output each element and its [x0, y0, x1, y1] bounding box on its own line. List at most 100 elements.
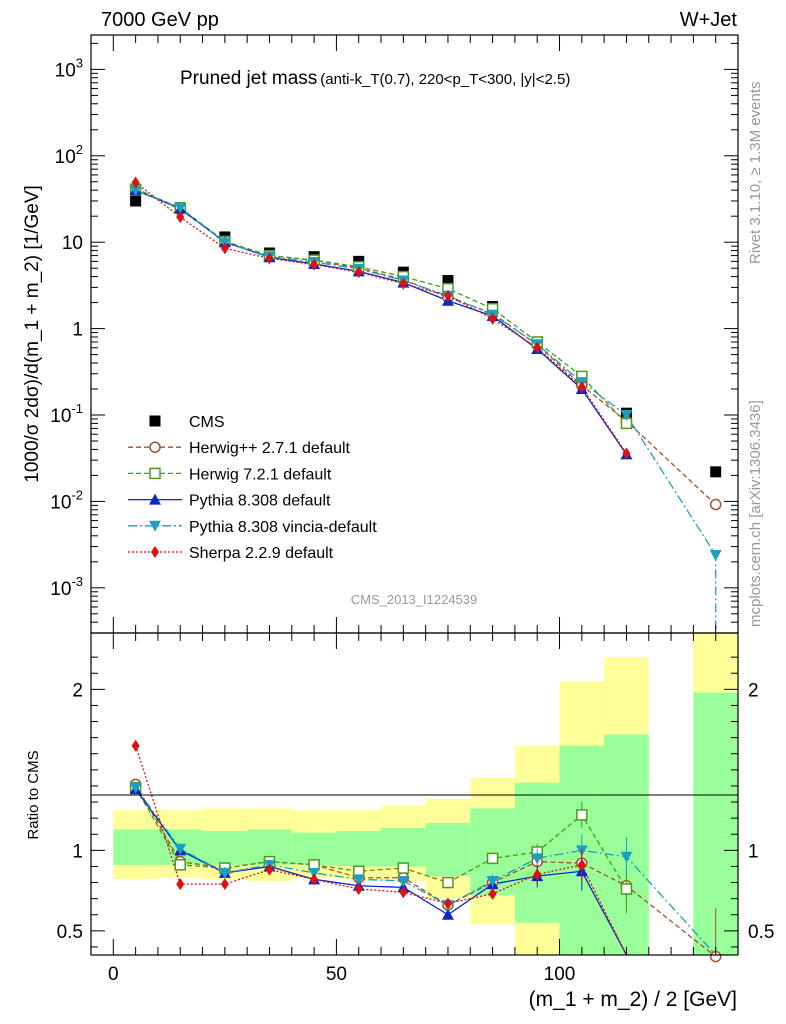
ratio-point	[310, 873, 319, 886]
ratio-point	[577, 858, 586, 871]
legend-label: Pythia 8.308 default	[189, 493, 331, 510]
legend-marker	[149, 441, 161, 453]
mc-point	[354, 266, 363, 279]
mc-point	[620, 410, 633, 422]
legend-label: CMS	[189, 414, 225, 431]
mc-point	[131, 176, 140, 189]
ratio-point	[265, 863, 274, 876]
ratio-point	[620, 851, 633, 863]
series-line-main	[135, 182, 627, 454]
cms-point	[710, 466, 722, 478]
mc-point	[622, 447, 631, 460]
y-tick-label: 103	[55, 55, 83, 81]
main-y-axis-label: 1000/σ 2dσ)/d(m_1 + m_2) [1/GeV]	[22, 185, 43, 483]
series-line-main	[135, 189, 717, 633]
band-green	[381, 827, 426, 867]
ratio-point	[129, 782, 142, 794]
mc-point	[174, 202, 187, 214]
chart-title-main: Pruned jet mass	[180, 68, 317, 89]
mc-point	[443, 289, 452, 302]
mcplots-label: mcplots.cern.ch [arXiv:1306.3436]	[747, 400, 764, 627]
y-tick-label: 10-2	[50, 487, 83, 513]
ratio-point	[533, 868, 542, 881]
ratio-point	[488, 887, 497, 900]
legend-marker	[149, 520, 161, 532]
series-line-ratio	[135, 745, 628, 956]
mc-point	[129, 185, 142, 197]
series-line-main	[135, 189, 627, 455]
band-green	[202, 831, 248, 865]
mc-point	[709, 549, 722, 561]
mc-point	[310, 258, 319, 271]
ratio-point	[354, 882, 363, 895]
ratio-point	[531, 853, 544, 865]
ratio-point	[176, 878, 185, 891]
ratio-y-tick-label: 0.5	[57, 922, 83, 943]
axis-ticks: 10-3 10-2 10-1 1 10 102 103 0 50 100 0.5 0.5 1 1 2 2	[50, 35, 774, 985]
ratio-point	[486, 852, 499, 865]
ratio-point	[218, 867, 231, 879]
legend-marker	[151, 546, 159, 558]
y-tick-label: 10-1	[50, 401, 83, 427]
legend-label: Herwig 7.2.1 default	[189, 466, 332, 483]
ratio-point	[442, 876, 454, 889]
series-line-ratio	[135, 787, 628, 890]
legend-label: Herwig++ 2.7.1 default	[189, 440, 351, 457]
mc-point	[220, 242, 229, 255]
x-tick-label: 0	[108, 964, 119, 985]
ratio-point	[220, 878, 229, 891]
ratio-point	[352, 874, 365, 886]
mc-point	[176, 211, 185, 224]
y-tick-label: 102	[55, 142, 83, 168]
mc-point	[265, 252, 274, 265]
chart-title-sub: (anti-k_T(0.7), 220<p_T<300, |y|<2.5)	[320, 71, 570, 88]
ratio-point	[174, 843, 187, 855]
ratio-y-axis-label: Ratio to CMS	[25, 750, 42, 839]
band-green	[113, 829, 158, 865]
y-tick-label: 1	[72, 320, 83, 341]
chart-title: Pruned jet mass (anti-k_T(0.7), 220<p_T<3…	[180, 68, 570, 89]
ratio-point	[441, 908, 454, 920]
legend-label: Pythia 8.308 vincia-default	[189, 519, 377, 536]
ratio-point	[174, 859, 186, 871]
ratio-frame	[90, 632, 739, 956]
ratio-point	[399, 886, 408, 899]
band-green	[425, 822, 471, 877]
ratio-y-tick-label: 1	[72, 841, 83, 862]
y-tick-label: 10-3	[50, 574, 83, 600]
ratio-point	[443, 897, 452, 910]
cms-point	[130, 195, 142, 207]
series-line-ratio	[135, 788, 628, 956]
mc-point	[399, 277, 408, 290]
legend-marker	[149, 467, 161, 480]
ratio-point	[620, 883, 633, 895]
ratio-series	[129, 739, 722, 963]
ratio-y-tick-label-right: 2	[748, 680, 759, 701]
header-right: W+Jet	[680, 9, 738, 31]
ratio-point	[131, 739, 140, 752]
series-line-main	[135, 188, 627, 424]
ratio-y-tick-label: 2	[72, 680, 83, 701]
watermark: CMS_2013_I1224539	[351, 592, 478, 607]
mc-point	[577, 381, 586, 394]
x-tick-label: 100	[544, 964, 576, 985]
ratio-point	[486, 875, 499, 887]
ratio-y-tick-label-right: 0.5	[748, 922, 774, 943]
legend: CMS Herwig++ 2.7.1 default Herwig 7.2.1 de…	[128, 414, 377, 562]
legend-marker	[149, 493, 161, 505]
mc-point	[709, 498, 722, 511]
legend-label: Sherpa 2.2.9 default	[189, 545, 334, 562]
cms-point	[442, 275, 454, 287]
main-frame	[90, 34, 739, 634]
rivet-label: Rivet 3.1.10, ≥ 1.3M events	[747, 82, 764, 265]
header-left: 7000 GeV pp	[101, 9, 219, 31]
ratio-point	[576, 809, 588, 821]
ratio-point	[397, 875, 410, 887]
x-tick-label: 50	[326, 964, 347, 985]
x-axis-label: (m_1 + m_2) / 2 [GeV]	[529, 988, 737, 1011]
band-green	[336, 831, 382, 867]
ratio-y-tick-label-right: 1	[748, 841, 759, 862]
ratio-point	[397, 862, 410, 874]
uncertainty-bands	[113, 633, 738, 955]
